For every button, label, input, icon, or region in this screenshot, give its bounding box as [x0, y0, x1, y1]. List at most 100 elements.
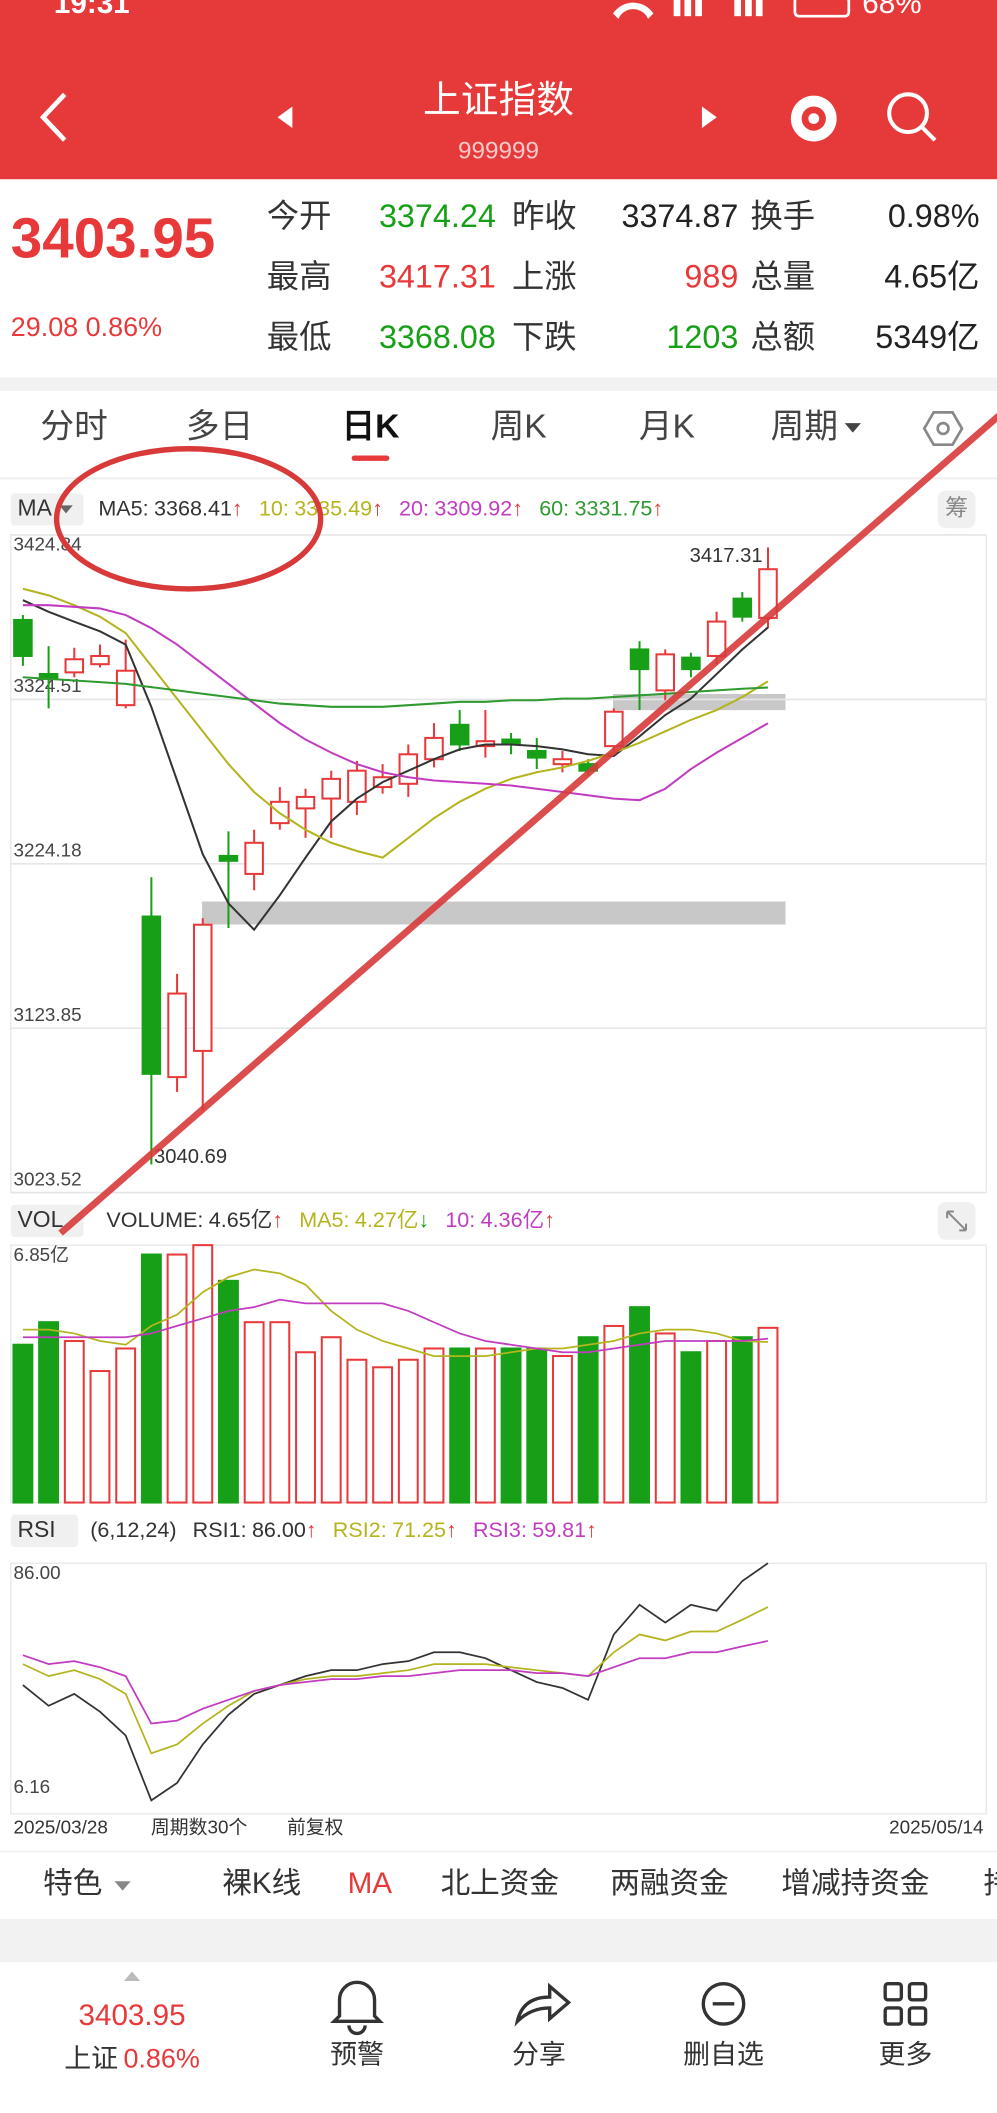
- max-label: 3417.31: [690, 545, 763, 567]
- nav-icons: [330, 1980, 928, 2036]
- indicator-tabs: 特色 裸K线 MA 北上资金 两融资金 增减持资金 持: [43, 1867, 997, 1900]
- indicator-button[interactable]: [10, 493, 84, 526]
- chip-button-label: 筹: [945, 494, 968, 520]
- indicator-tab[interactable]: 北上资金: [441, 1867, 559, 1900]
- legend-trend: ↑: [372, 495, 383, 520]
- y-tick-label: 3023.52: [13, 1168, 81, 1189]
- stat-value: 3368.08: [379, 319, 496, 355]
- legend-trend: ↑: [544, 1207, 555, 1232]
- separator: [0, 377, 997, 391]
- indicator-name: VOL: [18, 1206, 64, 1232]
- rsi-line: [22, 1606, 769, 1755]
- active-tab-underline: [351, 455, 390, 461]
- legend-name: RSI2:: [333, 1517, 387, 1542]
- nav-item[interactable]: 删自选: [683, 2040, 764, 2070]
- period-tab[interactable]: 周期: [771, 408, 838, 445]
- robot-button[interactable]: [790, 95, 837, 142]
- stat-label: 昨收: [512, 198, 577, 234]
- volume-bar: [474, 1347, 496, 1504]
- y-tick-label: 3224.18: [13, 840, 81, 861]
- settings-button[interactable]: [922, 411, 964, 447]
- legend-params: (6,12,24): [90, 1517, 176, 1542]
- indicator-tab[interactable]: 增减持资金: [781, 1867, 929, 1900]
- ma-line: [22, 599, 769, 932]
- period-tab[interactable]: 周K: [491, 408, 548, 445]
- header-title: 上证指数: [423, 78, 574, 120]
- volume-bar: [166, 1253, 188, 1504]
- legend-name: 20:: [399, 495, 429, 520]
- volume-bar: [115, 1347, 137, 1504]
- indicator-tab[interactable]: 裸K线: [222, 1867, 301, 1900]
- rsi-line: [22, 1562, 769, 1802]
- volume-bar: [577, 1336, 599, 1504]
- stat-label: 总量: [750, 258, 815, 294]
- search-button[interactable]: [887, 92, 937, 142]
- expand-icon: [946, 1210, 968, 1232]
- legend: MA5: 3368.41↑ 10: 3335.49↑ 20: 3309.92↑ 60: 333…: [98, 495, 663, 520]
- legend-value: 4.36亿: [481, 1207, 544, 1232]
- stat-label: 总额: [750, 319, 815, 355]
- nav-item[interactable]: 更多: [878, 2040, 932, 2070]
- legend-name: 10:: [445, 1207, 475, 1232]
- settings-icon: [936, 421, 950, 436]
- legend: VOLUME: 4.65亿↑ MA5: 4.27亿↓ 10: 4.36亿↑: [106, 1207, 554, 1232]
- legend-value: 3331.75: [575, 495, 653, 520]
- volume-ma-line: [22, 1298, 769, 1354]
- volume-plot-frame: [10, 1244, 987, 1504]
- stat-label: 最高: [267, 258, 332, 294]
- indicator-tab[interactable]: 持: [984, 1867, 997, 1900]
- volume-bar: [654, 1332, 676, 1504]
- period-tab[interactable]: 分时: [40, 408, 107, 445]
- stat-value: 5349亿: [875, 319, 979, 355]
- indicator-tab[interactable]: 两融资金: [610, 1867, 728, 1900]
- volume-bar: [397, 1358, 419, 1504]
- back-button[interactable]: [39, 92, 67, 142]
- indicator-button[interactable]: [10, 1514, 79, 1548]
- candle-body: [295, 795, 316, 810]
- volume-bar: [526, 1347, 548, 1504]
- robot-icon: [808, 113, 820, 124]
- legend-name: 10:: [259, 495, 289, 520]
- legend-value: 71.25: [392, 1517, 446, 1542]
- candle-body: [604, 710, 624, 748]
- candle-body: [681, 656, 701, 671]
- legend-trend: ↑: [586, 1517, 597, 1542]
- volume-bar: [38, 1321, 60, 1504]
- candle-body: [321, 777, 341, 800]
- legend-name: MA5:: [299, 1207, 349, 1232]
- header-code: 999999: [458, 138, 539, 165]
- y-tick-label: 6.16: [13, 1776, 50, 1797]
- prev-button[interactable]: [277, 106, 293, 129]
- legend-value: 3368.41: [154, 495, 232, 520]
- ma-line: [22, 604, 769, 802]
- expand-arrow[interactable]: [123, 1971, 141, 1981]
- status-time: 19:31: [54, 0, 130, 20]
- min-label: 3040.69: [154, 1146, 227, 1168]
- nav-item[interactable]: 分享: [512, 2040, 566, 2070]
- footer-name: 上证: [64, 2044, 118, 2074]
- nav-item[interactable]: 预警: [330, 2040, 384, 2070]
- dropdown-arrow: [114, 1881, 131, 1891]
- indicator-tab[interactable]: MA: [348, 1867, 393, 1900]
- candle-body: [655, 653, 675, 692]
- chip-button[interactable]: [937, 490, 976, 529]
- wifi-icon: [613, 2, 654, 19]
- period-tab[interactable]: 月K: [639, 408, 696, 445]
- annotation-trendline: [58, 412, 997, 1236]
- legend-value: 3335.49: [294, 495, 372, 520]
- indicator-tab[interactable]: 特色: [43, 1867, 102, 1900]
- period-tab[interactable]: 多日: [186, 407, 253, 445]
- legend-trend: ↑: [306, 1517, 317, 1542]
- adjust-note: 前复权: [287, 1817, 344, 1838]
- volume-bar: [89, 1370, 111, 1504]
- volume-bar: [63, 1339, 85, 1504]
- stat-value: 4.65亿: [884, 258, 979, 294]
- stat-value: 989: [684, 258, 738, 294]
- bell-icon: [330, 1980, 385, 2036]
- legend: (6,12,24) RSI1: 86.00↑ RSI2: 71.25↑ RSI3: 59.8…: [90, 1517, 597, 1542]
- legend-value: 86.00: [252, 1517, 306, 1542]
- y-tick-label: 86.00: [13, 1562, 60, 1583]
- signal-icon: [684, 0, 692, 17]
- next-button[interactable]: [701, 106, 717, 129]
- period-tab[interactable]: 日K: [342, 408, 400, 445]
